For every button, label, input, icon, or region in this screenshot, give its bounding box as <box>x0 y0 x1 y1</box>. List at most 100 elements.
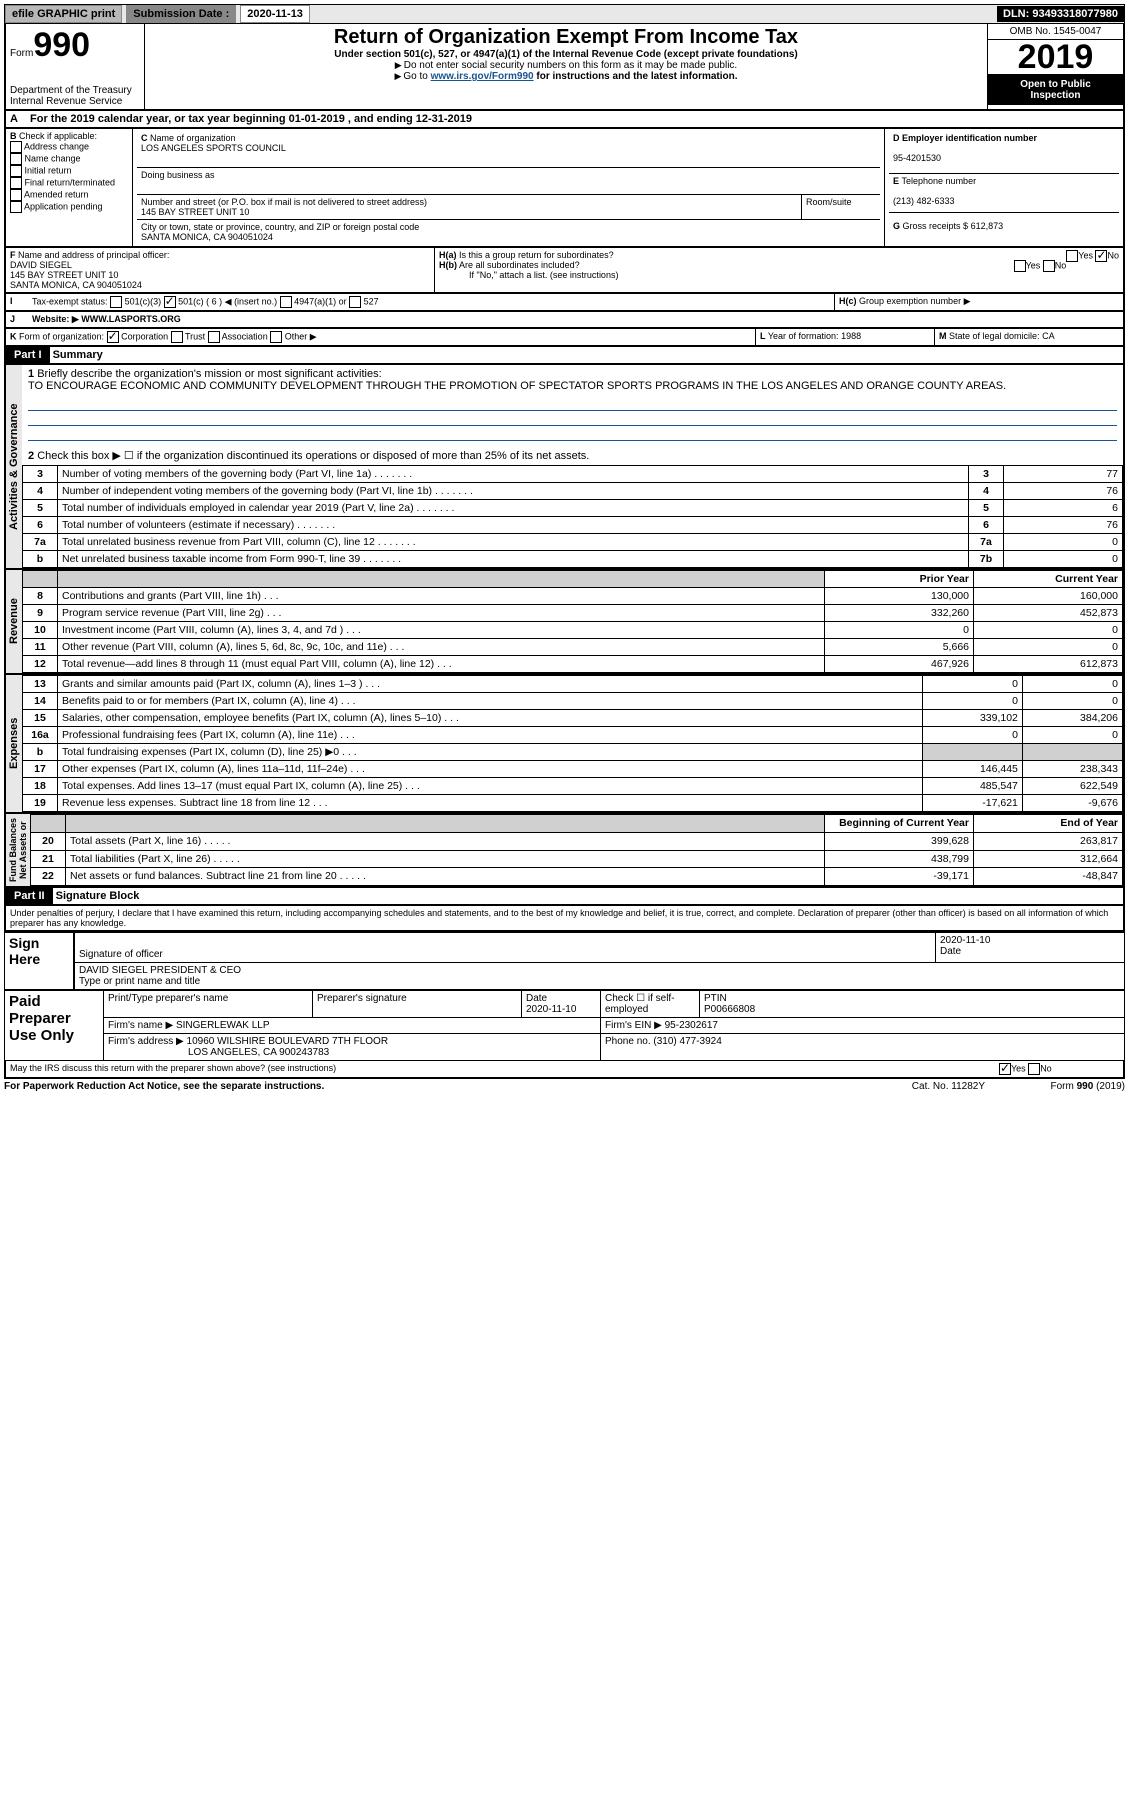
paid-preparer-block: Paid Preparer Use Only Print/Type prepar… <box>4 990 1125 1061</box>
state-domicile: CA <box>1042 331 1055 341</box>
officer-addr1: 145 BAY STREET UNIT 10 <box>10 270 118 280</box>
room-label: Room/suite <box>802 195 880 219</box>
org-city: SANTA MONICA, CA 904051024 <box>141 232 273 242</box>
firm-phone: (310) 477-3924 <box>653 1036 721 1047</box>
firm-phone-label: Phone no. <box>605 1036 651 1047</box>
firm-ein: 95-2302617 <box>665 1020 718 1031</box>
officer-addr2: SANTA MONICA, CA 904051024 <box>10 280 142 290</box>
prep-name-label: Print/Type preparer's name <box>104 991 313 1018</box>
tax-year: 2019 <box>988 40 1123 74</box>
firm-addr2: LOS ANGELES, CA 900243783 <box>108 1047 329 1058</box>
officer-printed: DAVID SIEGEL PRESIDENT & CEO <box>79 965 1120 976</box>
k-other: Other <box>285 331 308 341</box>
mission-text: TO ENCOURAGE ECONOMIC AND COMMUNITY DEVE… <box>28 380 1006 392</box>
addr-label: Number and street (or P.O. box if mail i… <box>141 197 427 207</box>
officer-name: DAVID SIEGEL <box>10 260 72 270</box>
note2b: for instructions and the latest informat… <box>536 71 737 82</box>
gross-receipts: 612,873 <box>971 221 1004 231</box>
submission-date: 2020-11-13 <box>240 5 310 23</box>
submission-date-label: Submission Date : <box>126 5 236 23</box>
form-number: 990 <box>33 26 90 65</box>
irs-link[interactable]: www.irs.gov/Form990 <box>431 71 534 82</box>
footer-left: For Paperwork Reduction Act Notice, see … <box>4 1081 912 1092</box>
form-label: Form <box>10 48 33 59</box>
open2: Inspection <box>990 90 1121 101</box>
part-i-title: Summary <box>53 349 103 361</box>
ein: 95-4201530 <box>893 153 941 163</box>
net-assets-table: Beginning of Current YearEnd of Year20To… <box>30 814 1123 886</box>
footer-mid: Cat. No. 11282Y <box>912 1081 985 1092</box>
ptin-label: PTIN <box>704 993 727 1004</box>
part-i-label: Part I <box>6 347 50 363</box>
hb: Are all subordinates included? <box>459 260 580 270</box>
revenue-table: Prior YearCurrent Year8Contributions and… <box>22 570 1123 673</box>
j-label: Website: <box>32 314 69 324</box>
sign-here-label: Sign Here <box>5 933 75 990</box>
section-f-h: F Name and address of principal officer:… <box>4 248 1125 294</box>
line-a: For the 2019 calendar year, or tax year … <box>26 111 476 127</box>
sig-date-label: Date <box>940 946 961 957</box>
city-label: City or town, state or province, country… <box>141 222 419 232</box>
prep-date: 2020-11-10 <box>526 1004 576 1015</box>
note1: Do not enter social security numbers on … <box>149 60 983 71</box>
sign-here-block: Sign Here Signature of officer 2020-11-1… <box>4 932 1125 990</box>
527: 527 <box>364 296 379 306</box>
governance-table: 3Number of voting members of the governi… <box>22 465 1123 568</box>
sig-date: 2020-11-10 <box>940 935 1120 946</box>
website: WWW.LASPORTS.ORG <box>81 314 181 324</box>
note2a: Go to <box>394 71 430 82</box>
firm-label: Firm's name ▶ <box>108 1020 173 1031</box>
open1: Open to Public <box>990 79 1121 90</box>
l-label: Year of formation: <box>768 331 839 341</box>
k-corp: Corporation <box>121 331 168 341</box>
b-label: Check if applicable: <box>19 131 97 141</box>
tab-expenses: Expenses <box>6 675 22 812</box>
efile-button[interactable]: efile GRAPHIC print <box>5 5 122 23</box>
sigof: Signature of officer <box>79 949 163 960</box>
hc: Group exemption number <box>859 296 961 306</box>
k-trust: Trust <box>185 331 205 341</box>
501c: 501(c) ( 6 ) <box>178 296 222 306</box>
return-title: Return of Organization Exempt From Incom… <box>149 26 983 49</box>
dept1: Department of the Treasury <box>10 85 140 96</box>
e-label: Telephone number <box>902 176 977 186</box>
g-label: Gross receipts $ <box>903 221 969 231</box>
firm-addr: 10960 WILSHIRE BOULEVARD 7TH FLOOR <box>187 1036 389 1047</box>
header: Form 990 Department of the Treasury Inte… <box>4 24 1125 111</box>
dba-label: Doing business as <box>137 168 880 195</box>
tab-net-assets: Net Assets orFund Balances <box>6 814 30 886</box>
firm-ein-label: Firm's EIN ▶ <box>605 1020 662 1031</box>
k-assoc: Association <box>222 331 268 341</box>
tab-activities: Activities & Governance <box>6 365 22 568</box>
ha: Is this a group return for subordinates? <box>459 250 614 260</box>
firm-name: SINGERLEWAK LLP <box>176 1020 270 1031</box>
year-formation: 1988 <box>841 331 861 341</box>
expenses-table: 13Grants and similar amounts paid (Part … <box>22 675 1123 812</box>
part-ii-label: Part II <box>6 888 53 904</box>
paid-title: Paid Preparer Use Only <box>5 991 104 1061</box>
d-label: Employer identification number <box>902 133 1037 143</box>
discuss: May the IRS discuss this return with the… <box>6 1061 995 1077</box>
501c3: 501(c)(3) <box>125 296 162 306</box>
part-ii-title: Signature Block <box>56 890 140 902</box>
sig-intro: Under penalties of perjury, I declare th… <box>4 906 1125 932</box>
type-label: Type or print name and title <box>79 976 200 987</box>
firm-addr-label: Firm's address ▶ <box>108 1036 184 1047</box>
c-label: Name of organization <box>150 133 236 143</box>
subtitle: Under section 501(c), 527, or 4947(a)(1)… <box>149 49 983 60</box>
org-name: LOS ANGELES SPORTS COUNCIL <box>141 143 286 153</box>
section-b-c-d: B Check if applicable: Address change Na… <box>4 129 1125 248</box>
dept2: Internal Revenue Service <box>10 96 140 107</box>
4947a1: 4947(a)(1) or <box>294 296 347 306</box>
m-label: State of legal domicile: <box>949 331 1040 341</box>
q1-label: Briefly describe the organization's miss… <box>37 368 381 380</box>
self-employed: Check ☐ if self-employed <box>601 991 700 1018</box>
dln: DLN: 93493318077980 <box>997 6 1124 22</box>
insert-no: (insert no.) <box>234 296 277 306</box>
top-bar: efile GRAPHIC print Submission Date : 20… <box>4 4 1125 24</box>
tab-revenue: Revenue <box>6 570 22 673</box>
prep-date-label: Date <box>526 993 547 1004</box>
k-label: Form of organization: <box>19 331 104 341</box>
org-addr: 145 BAY STREET UNIT 10 <box>141 207 249 217</box>
telephone: (213) 482-6333 <box>893 196 955 206</box>
